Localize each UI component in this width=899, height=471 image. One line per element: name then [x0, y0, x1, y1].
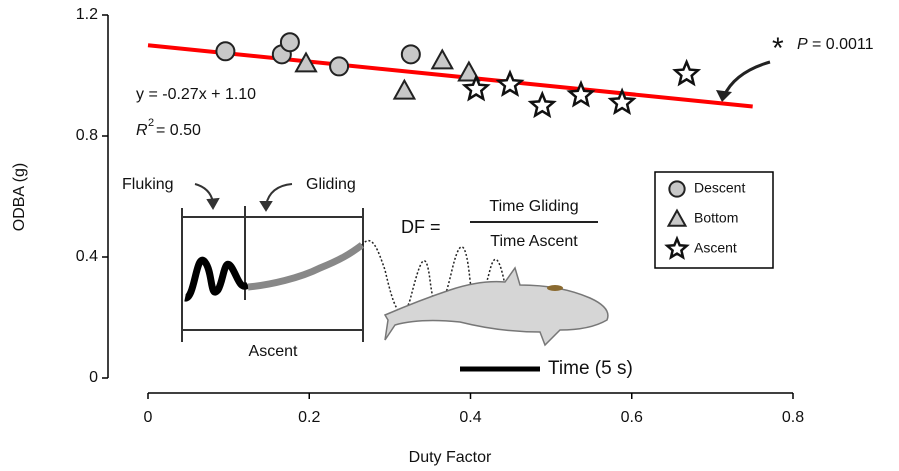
marker-triangle — [392, 78, 417, 100]
gliding-label: Gliding — [306, 176, 356, 193]
y-tick-label: 0.4 — [76, 248, 98, 265]
r2-exponent: 2 — [148, 117, 154, 129]
marker-circle — [215, 41, 236, 62]
df-label: DF = — [401, 217, 441, 237]
ascent-label: Ascent — [249, 343, 298, 360]
legend-label: Bottom — [694, 210, 738, 226]
legend-label: Ascent — [694, 240, 737, 256]
marker-triangle — [294, 51, 318, 73]
p-arrowhead — [716, 90, 732, 102]
marker-star — [495, 69, 525, 97]
x-tick-label: 0 — [144, 409, 153, 426]
x-tick-label: 0.2 — [298, 409, 320, 426]
x-tick-label: 0.4 — [459, 409, 481, 426]
y-tick-label: 0.8 — [76, 127, 98, 144]
legend-marker — [668, 180, 686, 198]
df-denominator: Time Ascent — [490, 233, 578, 250]
p-symbol: P — [797, 36, 808, 53]
p-value: = 0.0011 — [812, 36, 874, 53]
legend-label: Descent — [694, 180, 745, 196]
p-arrow — [722, 60, 771, 97]
df-numerator: Time Gliding — [489, 198, 578, 215]
fluking-label: Fluking — [122, 176, 174, 193]
p-star: * — [772, 32, 784, 65]
marker-star — [461, 73, 491, 102]
r2-symbol: R — [136, 122, 148, 139]
marker-star — [527, 90, 557, 119]
inset — [181, 183, 609, 372]
x-axis-title: Duty Factor — [409, 449, 492, 466]
equation: y = -0.27x + 1.10 — [136, 86, 256, 103]
r2-value: = 0.50 — [156, 122, 201, 139]
y-tick-label: 1.2 — [76, 6, 98, 23]
time-scale-label: Time (5 s) — [548, 358, 633, 379]
legend-marker — [666, 208, 688, 227]
marker-star — [672, 58, 702, 87]
y-axis-title: ODBA (g) — [11, 163, 28, 231]
x-tick-label: 0.8 — [782, 409, 804, 426]
marker-triangle — [457, 60, 481, 82]
marker-star — [607, 87, 637, 116]
marker-circle — [400, 44, 421, 65]
marker-star — [566, 79, 596, 108]
x-tick-label: 0.6 — [621, 409, 643, 426]
fit-line — [147, 43, 753, 109]
y-tick-label: 0 — [89, 369, 98, 386]
marker-circle — [329, 56, 350, 77]
legend-marker — [664, 235, 690, 260]
marker-triangle — [430, 48, 454, 70]
marker-circle — [279, 32, 300, 53]
